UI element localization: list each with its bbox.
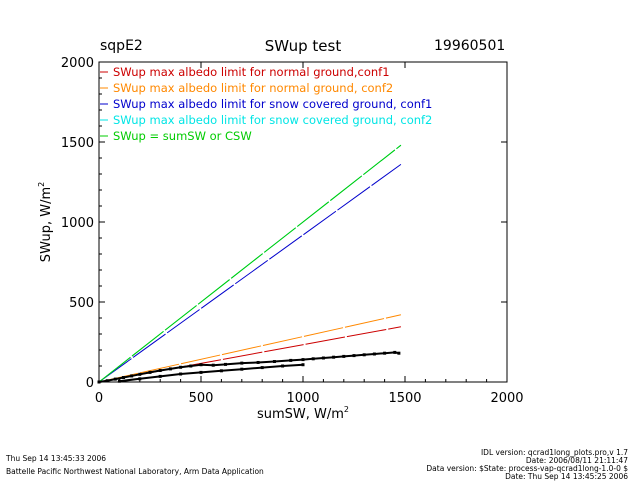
y-tick-label-1500: 1500 [61,136,94,151]
legend-label-3: SWup max albedo limit for snow covered g… [113,97,432,111]
series-line-5 [98,144,402,383]
series-line-2 [98,314,402,383]
chart-title: SWup test [265,37,342,55]
x-axis-label-sup: 2 [344,405,349,414]
x-tick-label-2000: 2000 [490,391,523,406]
x-tick-label-500: 500 [189,391,214,406]
x-tick-label-0: 0 [95,391,103,406]
legend-label-2: SWup max albedo limit for normal ground,… [113,81,393,95]
site-label: sqpE2 [100,38,143,54]
y-tick-label-2000: 2000 [61,56,94,71]
date-label: 19960501 [434,38,506,54]
series-line-3 [98,163,402,383]
footer-data-version: Data version: $State: process-vap-qcrad1… [426,464,628,473]
ticks-layer: 0 500 1000 1500 2000 0 500 1000 1500 2000 [61,56,524,406]
legend-label-1: SWup max albedo limit for normal ground,… [113,65,390,79]
y-axis-label-sup: 2 [37,182,46,187]
footer-idl-version: IDL version: qcrad1long_plots.pro,v 1.7 [480,448,628,457]
legend-label-5: SWup = sumSW or CSW [113,129,252,143]
observed-lower-band [119,363,304,383]
legend: SWup max albedo limit for normal ground,… [100,65,432,143]
x-tick-label-1000: 1000 [286,391,319,406]
legend-label-4: SWup max albedo limit for snow covered g… [113,113,432,127]
footer-date: Date: 2006/08/11 21:11:47 [525,456,628,465]
footer-lab: Battelle Pacific Northwest National Labo… [6,467,264,476]
y-tick-label-1000: 1000 [61,216,94,231]
footer-run-date: Date: Thu Sep 14 13:45:25 2006 [505,472,628,481]
observed-band [98,351,400,383]
y-tick-label-500: 500 [69,296,94,311]
y-axis-label: SWup, W/m2 [37,182,54,262]
footer-timestamp: Thu Sep 14 13:45:33 2006 [6,454,107,463]
x-axis-label: sumSW, W/m2 [257,405,349,422]
series-layer [97,144,402,384]
x-tick-label-1500: 1500 [388,391,421,406]
y-tick-label-0: 0 [86,376,94,391]
